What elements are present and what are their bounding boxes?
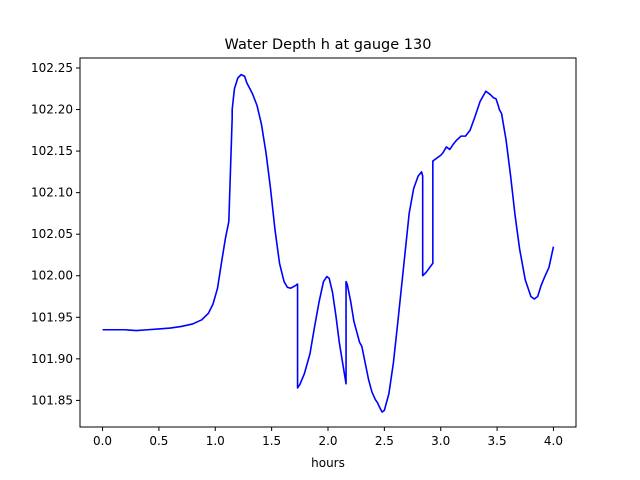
x-tick-label: 1.0 <box>206 434 225 448</box>
x-tick-label: 3.5 <box>488 434 507 448</box>
x-axis-label: hours <box>311 456 345 470</box>
y-tick-label: 102.05 <box>31 227 73 241</box>
x-tick-label: 4.0 <box>544 434 563 448</box>
x-tick-label: 0.5 <box>149 434 168 448</box>
y-tick-label: 101.95 <box>31 310 73 324</box>
series-line-0 <box>102 73 555 413</box>
axis-ticks: 0.0 0.5 1.0 1.5 2.0 2.5 3.0 3.5 4.0 101.85 101.90 1… <box>31 61 563 448</box>
x-tick-label: 2.5 <box>375 434 394 448</box>
plot-frame <box>79 57 577 428</box>
x-tick-label: 0.0 <box>93 434 112 448</box>
y-tick-label: 102.10 <box>31 186 73 200</box>
y-tick-label: 102.20 <box>31 103 73 117</box>
y-tick-label: 102.15 <box>31 144 73 158</box>
y-tick-label: 102.00 <box>31 269 73 283</box>
chart-title: Water Depth h at gauge 130 <box>225 37 432 53</box>
y-tick-label: 101.90 <box>31 352 73 366</box>
y-tick-label: 101.85 <box>31 393 73 407</box>
x-tick-label: 3.0 <box>431 434 450 448</box>
x-tick-label: 1.5 <box>262 434 281 448</box>
x-tick-label: 2.0 <box>318 434 337 448</box>
y-tick-label: 102.25 <box>31 61 73 75</box>
plot-area <box>102 73 555 413</box>
